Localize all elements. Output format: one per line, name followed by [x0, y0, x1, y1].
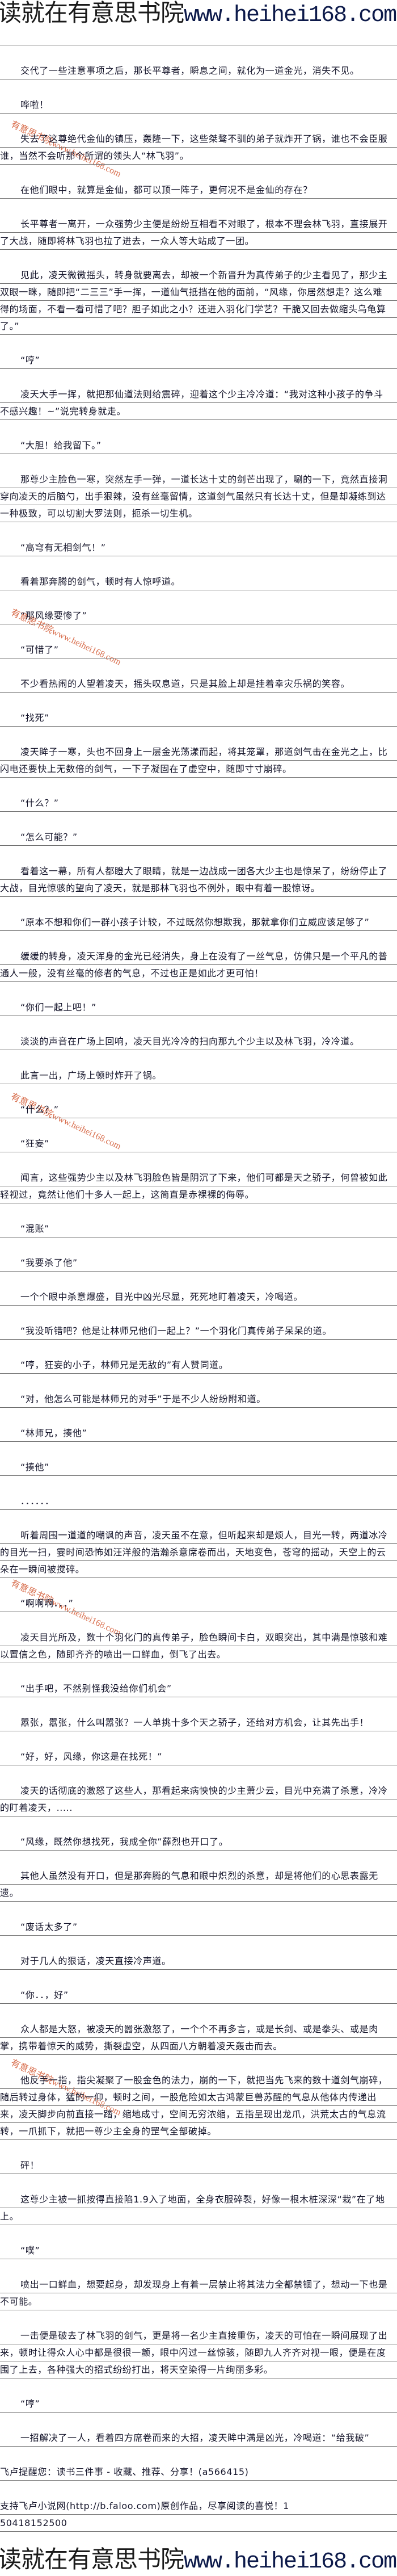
- paragraph: “狂妄”: [0, 1135, 397, 1152]
- footer-support: 支持飞卢小说网(http://b.faloo.com)原创作品，尽享阅读的喜悦！…: [0, 2498, 397, 2532]
- site-url: www.heihei168.com: [184, 2549, 397, 2574]
- paragraph: 凌天大手一挥，就把那仙道法则给震碎，迎着这个少主冷冷道：“我对这种小孩子的争斗不…: [0, 386, 397, 420]
- paragraph: 对于几人的狠话，凌天直接冷声道。: [0, 1953, 397, 1970]
- site-name: 读就在有意思书院: [0, 2547, 184, 2573]
- paragraph: “可惜了”: [0, 641, 397, 658]
- paragraph: “那风缘要惨了”: [0, 607, 397, 624]
- paragraph: 淡淡的声音在广场上回响，凌天目光冷冷的扫向那九个少主以及林飞羽，冷冷道。: [0, 1033, 397, 1050]
- paragraph: “大胆！给我留下。”: [0, 437, 397, 454]
- site-banner-top: 读就在有意思书院www.heihei168.com: [0, 0, 397, 27]
- paragraph: “出手吧，不然别怪我没给你们机会”: [0, 1680, 397, 1697]
- paragraph: 不少看热闹的人望着凌天，摇头叹息道，只是其脸上却是挂着幸灾乐祸的笑容。: [0, 676, 397, 693]
- paragraph: 此言一出，广场上顿时炸开了锅。: [0, 1067, 397, 1084]
- paragraph: “对，他怎么可能是林师兄的对手”于是不少人纷纷附和道。: [0, 1391, 397, 1408]
- paragraph: 长平尊者一离开，一众强势少主便是纷纷互相看不对眼了，根本不理会林飞羽，直接展开了…: [0, 216, 397, 250]
- paragraph: “揍他”: [0, 1459, 397, 1476]
- paragraph: “风缘，既然你想找死，我成全你”薛烈也开口了。: [0, 1834, 397, 1851]
- paragraph: 交代了一些注意事项之后，那长平尊者，瞬息之间，就化为一道金光，消失不见。: [0, 62, 397, 79]
- paragraph: “混账”: [0, 1220, 397, 1237]
- paragraph: “林师兄，揍他”: [0, 1425, 397, 1442]
- paragraph: “哼”: [0, 2395, 397, 2413]
- paragraph: 这尊少主被一抓按得直接陷1.9入了地面，全身衣服碎裂，好像一根木桩深深“栽”在了…: [0, 2191, 397, 2225]
- paragraph: 看着那奔腾的剑气，顿时有人惊呼道。: [0, 573, 397, 590]
- paragraph: “怎么可能？”: [0, 829, 397, 846]
- site-name: 读就在有意思书院: [0, 1, 184, 27]
- paragraph: “我没听错吧？他是让林师兄他们一起上？”一个羽化门真传弟子呆呆的道。: [0, 1323, 397, 1340]
- paragraph: 其他人虽然没有开口，但是那奔腾的气息和眼中炽烈的杀意，却是将他们的心思表露无遗。: [0, 1868, 397, 1902]
- paragraph: “什么？”: [0, 1101, 397, 1118]
- paragraph: “废话太多了”: [0, 1919, 397, 1936]
- paragraph: 听着周围一道道的嘲讽的声音，凌天虽不在意，但听起来却是烦人，目光一转，两道冰冷的…: [0, 1527, 397, 1578]
- paragraph: 在他们眼中，就算是金仙，都可以顶一阵子，更何况不是金仙的存在？: [0, 182, 397, 199]
- site-url: www.heihei168.com: [184, 3, 397, 27]
- paragraph: ．．．．．．: [0, 1493, 397, 1510]
- paragraph: “哼，狂妄的小子，林师兄是无敌的”有人赞同道。: [0, 1357, 397, 1374]
- paragraph: 见此，凌天微微摇头，转身就要离去，却被一个新晋升为真传弟子的少主看见了，那少主双…: [0, 267, 397, 335]
- site-banner-bottom: 读就在有意思书院www.heihei168.com: [0, 2546, 397, 2574]
- paragraph: 凌天的话彻底的激怒了这些人，那看起来病怏怏的少主萧少云，目光中充满了杀意，冷冷的…: [0, 1782, 397, 1816]
- paragraph: 喷出一口鲜血，想要起身，却发现身上有着一层禁止将其法力全都禁锢了，想动一下也是不…: [0, 2276, 397, 2310]
- paragraph: “你们一起上吧！”: [0, 999, 397, 1016]
- paragraph: 闻言，这些强势少主以及林飞羽脸色皆是阴沉了下来，他们可都是天之骄子，何曾被如此轻…: [0, 1169, 397, 1203]
- paragraph: 凌天眸子一寒，头也不回身上一层金光荡漾而起，将其笼罩，那道剑气击在金光之上，比闪…: [0, 744, 397, 778]
- paragraph: 众人都是大怒，被凌天的嚣张激怒了，一个个不再多言，或是长剑、或是拳头、或是肉掌，…: [0, 2021, 397, 2055]
- paragraph: “噗”: [0, 2242, 397, 2259]
- paragraph: 砰！: [0, 2157, 397, 2174]
- paragraph: “好，好，风缘，你这是在找死！”: [0, 1748, 397, 1765]
- paragraph: “高穹有无相剑气！”: [0, 539, 397, 556]
- paragraph: 一击便是破去了林飞羽的剑气，更是将一名少主直接重伤，凌天的可怕在一瞬间展现了出来…: [0, 2327, 397, 2378]
- paragraph: “原本不想和你们一群小孩子计较，不过既然你想欺我，那就拿你们立威应该足够了”: [0, 914, 397, 931]
- paragraph: 那尊少主脸色一寒，突然左手一弹，一道长达十丈的剑芒出现了，唰的一下，竟然直接洞穿…: [0, 471, 397, 522]
- paragraph: 嚣张，嚣张，什么叫嚣张？一人单挑十多个天之骄子，还给对方机会，让其先出手！: [0, 1714, 397, 1731]
- paragraph: 他反手一指，指尖凝聚了一股金色的法力，崩的一下，就把当先飞来的数十道剑气崩碎，随…: [0, 2072, 397, 2140]
- divider: [0, 28, 397, 45]
- paragraph: 一个个眼中杀意爆盛，目光中凶光尽显，死死地盯着凌天，冷喝道。: [0, 1289, 397, 1306]
- paragraph: “你．．，好”: [0, 1987, 397, 2004]
- paragraph: 一招解决了一人，看着四方席卷而来的大招，凌天眸中满是凶光，冷喝道：“给我破”: [0, 2430, 397, 2447]
- paragraph: “啊啊啊．．．”: [0, 1595, 397, 1612]
- chapter-footer: 飞卢提醒您：读书三件事 - 收藏、推荐、分享！(a566415) 支持飞卢小说网…: [0, 2464, 397, 2549]
- paragraph: 哗啦！: [0, 97, 397, 114]
- paragraph: 失去了这尊绝代金仙的镇压，轰隆一下，这些桀骜不驯的弟子就炸开了锅，谁也不会臣服谁…: [0, 131, 397, 165]
- paragraph: “哼”: [0, 352, 397, 369]
- paragraph: “我要杀了他”: [0, 1255, 397, 1272]
- paragraph: “什么？”: [0, 795, 397, 812]
- paragraph: 缓缓的转身，凌天浑身的金光已经消失，身上在没有了一丝气息，仿佛只是一个平凡的普通…: [0, 948, 397, 982]
- paragraph: “找死”: [0, 710, 397, 727]
- paragraph: 凌天目光所及，数十个羽化门的真传弟子，脸色瞬间卡白，双眼突出，其中满是惊骇和难以…: [0, 1629, 397, 1663]
- chapter-content: 交代了一些注意事项之后，那长平尊者，瞬息之间，就化为一道金光，消失不见。 哗啦！ 失…: [0, 62, 397, 2464]
- footer-reminder: 飞卢提醒您：读书三件事 - 收藏、推荐、分享！(a566415): [0, 2464, 397, 2481]
- paragraph: 看着这一幕，所有人都瞪大了眼睛，就是一边战成一团各大少主也是惊呆了，纷纷停止了大…: [0, 863, 397, 897]
